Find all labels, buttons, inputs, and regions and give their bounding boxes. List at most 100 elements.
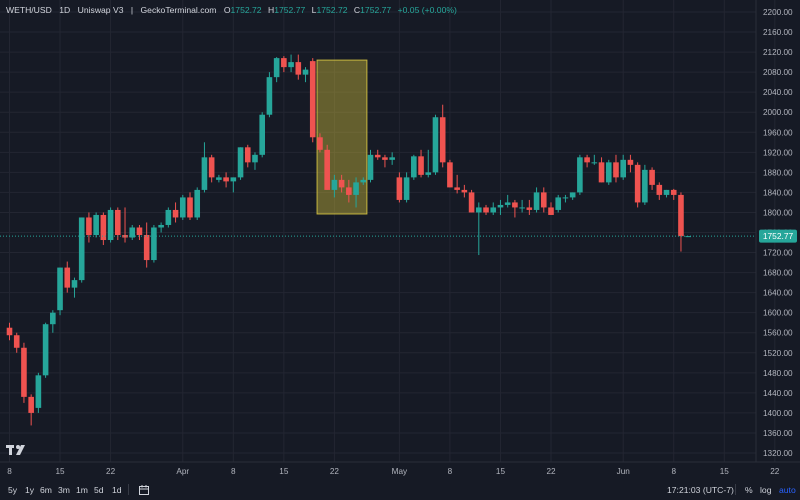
- time-tick-label: 15: [496, 467, 506, 476]
- price-tick-label: 1320.00: [763, 449, 793, 458]
- price-tick-label: 1400.00: [763, 409, 793, 418]
- candle: [21, 342, 27, 403]
- time-tick-label: 15: [720, 467, 730, 476]
- candle-body: [93, 214, 99, 236]
- candle-body: [374, 154, 381, 158]
- price-tick-label: 1560.00: [763, 329, 793, 338]
- candle-body: [432, 117, 439, 173]
- candle: [122, 207, 128, 243]
- time-tick-label: May: [392, 467, 408, 476]
- candle-body: [71, 280, 78, 288]
- candle: [634, 162, 641, 208]
- candle: [353, 177, 359, 208]
- candle: [194, 187, 201, 220]
- toolbar-divider-right: [735, 484, 736, 495]
- candle: [663, 189, 670, 198]
- candle: [50, 310, 56, 333]
- candle: [158, 222, 164, 233]
- interval-label[interactable]: 1D: [59, 5, 71, 15]
- tradingview-logo-icon[interactable]: [6, 445, 25, 455]
- range-6m-button[interactable]: 6m: [40, 485, 52, 495]
- candle-body: [302, 69, 309, 75]
- candle-body: [663, 189, 670, 195]
- candle: [230, 177, 237, 193]
- price-tick-label: 1880.00: [763, 168, 793, 177]
- range-5d-button[interactable]: 5d: [94, 485, 104, 495]
- candle-body: [533, 192, 540, 210]
- candle: [143, 222, 150, 268]
- price-tick-label: 2200.00: [763, 8, 793, 17]
- candle-body: [237, 147, 244, 178]
- range-1m-button[interactable]: 1m: [76, 485, 88, 495]
- candle-body: [613, 162, 619, 178]
- time-tick-label: 15: [55, 467, 65, 476]
- candle-body: [569, 192, 576, 198]
- price-tick-label: 1520.00: [763, 349, 793, 358]
- time-tick-label: 22: [106, 467, 116, 476]
- candle-body: [6, 327, 13, 336]
- candle: [35, 372, 42, 413]
- candle-body: [35, 375, 42, 408]
- candle-body: [447, 162, 453, 188]
- candle: [208, 154, 215, 183]
- range-5y-button[interactable]: 5y: [8, 485, 18, 495]
- candle: [678, 192, 684, 252]
- candle-body: [281, 58, 287, 68]
- close-label: C: [353, 5, 361, 15]
- candle: [244, 144, 251, 168]
- high-value: 1752.77: [274, 5, 306, 15]
- candle: [187, 192, 193, 220]
- candle-body: [656, 184, 663, 195]
- open-value: 1752.72: [230, 5, 262, 15]
- price-tick-label: 1640.00: [763, 289, 793, 298]
- time-tick-label: 8: [671, 467, 676, 476]
- candle-body: [346, 187, 352, 195]
- candle: [670, 188, 677, 200]
- candle-body: [309, 61, 316, 138]
- candle: [172, 202, 179, 223]
- candle: [302, 67, 309, 83]
- candle-body: [649, 169, 655, 185]
- log-toggle[interactable]: log: [760, 485, 772, 495]
- time-axis[interactable]: 8 15 22 Apr 8 15 22 May 8 15 22 Jun 8 15 22: [7, 467, 780, 476]
- calendar-range-icon[interactable]: [138, 484, 150, 496]
- candle-body: [107, 209, 114, 241]
- candle: [389, 152, 395, 165]
- legend-separator: |: [130, 5, 134, 15]
- price-tick-label: 1440.00: [763, 389, 793, 398]
- candle: [418, 149, 424, 178]
- exchange-label: Uniswap V3: [77, 5, 124, 15]
- candle-body: [158, 224, 164, 228]
- symbol-name[interactable]: WETH/USD: [6, 5, 52, 15]
- candle-body: [295, 62, 302, 75]
- candle: [656, 182, 663, 200]
- symbol-legend[interactable]: WETH/USD 1D Uniswap V3 | GeckoTerminal.c…: [6, 5, 461, 15]
- candle-body: [497, 204, 504, 208]
- candle-body: [50, 312, 56, 325]
- candle-body: [584, 157, 590, 163]
- price-axis[interactable]: 1320.00 1360.00 1400.00 1440.00 1480.00 1520.…: [763, 8, 793, 458]
- time-tick-label: 8: [7, 467, 12, 476]
- candle-body: [382, 157, 388, 160]
- candle-body: [483, 207, 489, 213]
- candle-body: [172, 209, 179, 218]
- candle: [165, 207, 172, 228]
- candle-body: [324, 149, 330, 190]
- candle-body: [288, 62, 294, 68]
- candle: [42, 322, 49, 378]
- candle-body: [216, 177, 222, 180]
- percent-toggle[interactable]: %: [745, 485, 753, 495]
- candle: [136, 224, 143, 241]
- range-1d-button[interactable]: 1d: [112, 485, 122, 495]
- last-price-tag: 1752.77: [759, 229, 797, 243]
- candle-body: [468, 192, 475, 213]
- candle: [461, 184, 468, 198]
- candle: [685, 236, 691, 238]
- range-1y-button[interactable]: 1y: [25, 485, 35, 495]
- range-3m-button[interactable]: 3m: [58, 485, 70, 495]
- candle-body: [367, 154, 374, 180]
- clock-time[interactable]: 17:21:03 (UTC-7): [667, 485, 734, 495]
- candle: [584, 154, 590, 168]
- auto-toggle[interactable]: auto: [779, 485, 796, 495]
